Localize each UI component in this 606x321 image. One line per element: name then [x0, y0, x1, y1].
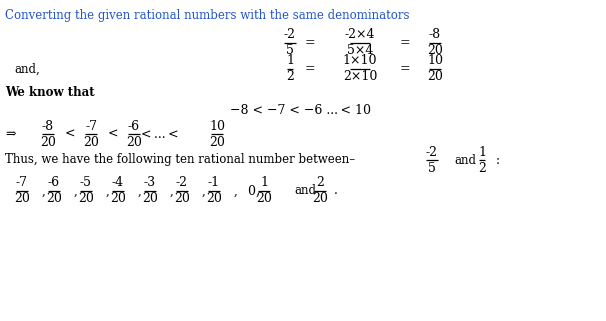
Text: -2: -2 — [284, 29, 296, 41]
Text: 20: 20 — [78, 193, 94, 205]
Text: -3: -3 — [144, 177, 156, 189]
Text: 1: 1 — [260, 177, 268, 189]
Text: -7: -7 — [16, 177, 28, 189]
Text: 2×10: 2×10 — [343, 71, 377, 83]
Text: ,: , — [42, 185, 46, 197]
Text: 5×4: 5×4 — [347, 45, 373, 57]
Text: 20: 20 — [209, 135, 225, 149]
Text: 20: 20 — [40, 135, 56, 149]
Text: =: = — [305, 63, 315, 75]
Text: 0,: 0, — [244, 185, 260, 197]
Text: -2: -2 — [176, 177, 188, 189]
Text: -5: -5 — [80, 177, 92, 189]
Text: ,: , — [202, 185, 206, 197]
Text: <: < — [108, 127, 118, 141]
Text: -6: -6 — [128, 119, 140, 133]
Text: 20: 20 — [110, 193, 126, 205]
Text: 20: 20 — [83, 135, 99, 149]
Text: and,: and, — [14, 63, 40, 75]
Text: 2: 2 — [286, 71, 294, 83]
Text: -8: -8 — [42, 119, 54, 133]
Text: 20: 20 — [256, 193, 272, 205]
Text: =: = — [400, 63, 410, 75]
Text: =: = — [305, 37, 315, 49]
Text: 20: 20 — [14, 193, 30, 205]
Text: 20: 20 — [312, 193, 328, 205]
Text: Converting the given rational numbers with the same denominators: Converting the given rational numbers wi… — [5, 9, 410, 22]
Text: ,: , — [106, 185, 110, 197]
Text: 20: 20 — [427, 45, 443, 57]
Text: -8: -8 — [429, 29, 441, 41]
Text: -1: -1 — [208, 177, 220, 189]
Text: 1×10: 1×10 — [343, 55, 378, 67]
Text: -2: -2 — [426, 145, 438, 159]
Text: 5: 5 — [286, 45, 294, 57]
Text: and: and — [454, 153, 476, 167]
Text: ,: , — [170, 185, 174, 197]
Text: We know that: We know that — [5, 86, 95, 100]
Text: -7: -7 — [85, 119, 97, 133]
Text: ,: , — [234, 185, 238, 197]
Text: ,: , — [138, 185, 142, 197]
Text: 10: 10 — [209, 119, 225, 133]
Text: =: = — [400, 37, 410, 49]
Text: 20: 20 — [174, 193, 190, 205]
Text: ⇒: ⇒ — [5, 127, 16, 141]
Text: 20: 20 — [206, 193, 222, 205]
Text: 20: 20 — [46, 193, 62, 205]
Text: 5: 5 — [428, 161, 436, 175]
Text: 1: 1 — [286, 55, 294, 67]
Text: 2: 2 — [478, 161, 486, 175]
Text: <: < — [65, 127, 75, 141]
Text: 10: 10 — [427, 55, 443, 67]
Text: 1: 1 — [478, 145, 486, 159]
Text: 20: 20 — [142, 193, 158, 205]
Text: :: : — [496, 153, 500, 167]
Text: < ... <: < ... < — [141, 127, 179, 141]
Text: and: and — [294, 185, 316, 197]
Text: Thus, we have the following ten rational number between–: Thus, we have the following ten rational… — [5, 153, 355, 167]
Text: -4: -4 — [112, 177, 124, 189]
Text: 20: 20 — [126, 135, 142, 149]
Text: 2: 2 — [316, 177, 324, 189]
Text: .: . — [334, 185, 338, 197]
Text: −8 < −7 < −6 ... < 10: −8 < −7 < −6 ... < 10 — [230, 105, 370, 117]
Text: 20: 20 — [427, 71, 443, 83]
Text: -6: -6 — [48, 177, 60, 189]
Text: ,: , — [74, 185, 78, 197]
Text: -2×4: -2×4 — [345, 29, 375, 41]
